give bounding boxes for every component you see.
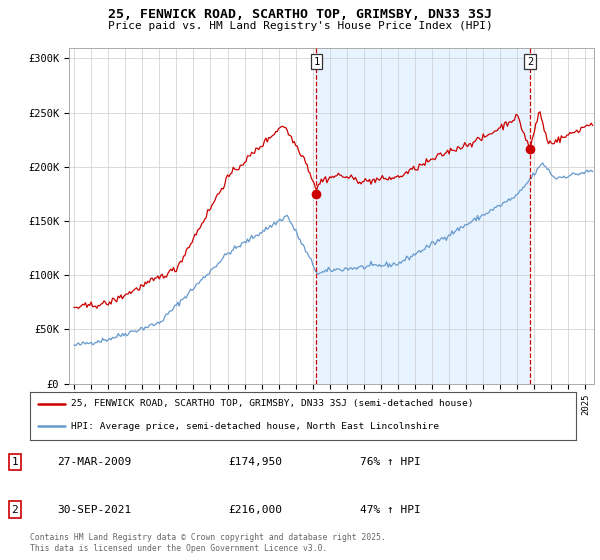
Text: 1: 1 [11, 457, 19, 467]
Text: Price paid vs. HM Land Registry's House Price Index (HPI): Price paid vs. HM Land Registry's House … [107, 21, 493, 31]
Text: 1: 1 [313, 57, 320, 67]
Text: £174,950: £174,950 [228, 457, 282, 467]
Text: 2: 2 [527, 57, 533, 67]
Text: 2: 2 [11, 505, 19, 515]
Text: £216,000: £216,000 [228, 505, 282, 515]
Text: HPI: Average price, semi-detached house, North East Lincolnshire: HPI: Average price, semi-detached house,… [71, 422, 439, 431]
Bar [316, 48, 530, 384]
Text: 47% ↑ HPI: 47% ↑ HPI [360, 505, 421, 515]
Text: 25, FENWICK ROAD, SCARTHO TOP, GRIMSBY, DN33 3SJ (semi-detached house): 25, FENWICK ROAD, SCARTHO TOP, GRIMSBY, … [71, 399, 473, 408]
Text: Contains HM Land Registry data © Crown copyright and database right 2025.
This d: Contains HM Land Registry data © Crown c… [30, 533, 386, 553]
Text: 27-MAR-2009: 27-MAR-2009 [57, 457, 131, 467]
Text: 25, FENWICK ROAD, SCARTHO TOP, GRIMSBY, DN33 3SJ: 25, FENWICK ROAD, SCARTHO TOP, GRIMSBY, … [108, 8, 492, 21]
Text: 30-SEP-2021: 30-SEP-2021 [57, 505, 131, 515]
Text: 76% ↑ HPI: 76% ↑ HPI [360, 457, 421, 467]
